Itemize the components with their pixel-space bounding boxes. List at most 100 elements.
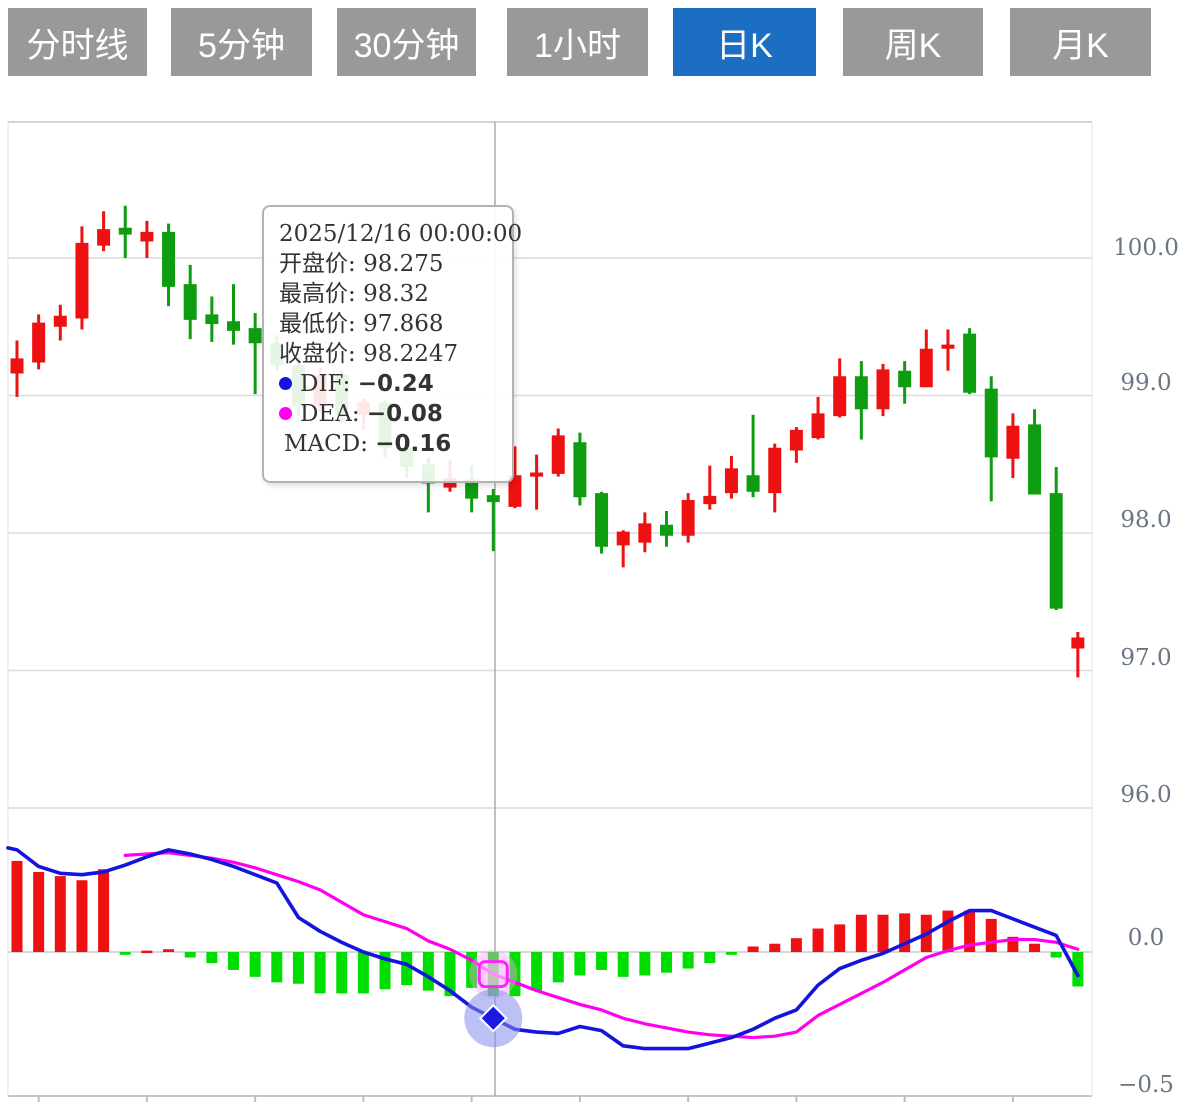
candle-body[interactable]	[660, 524, 673, 536]
macd-hist-bar[interactable]	[76, 880, 88, 952]
dea-selected-marker[interactable]	[477, 960, 509, 989]
macd-hist-bar[interactable]	[790, 938, 802, 952]
macd-hist-bar[interactable]	[292, 952, 304, 984]
macd-hist-bar[interactable]	[271, 952, 283, 983]
macd-hist-bar[interactable]	[1072, 952, 1084, 987]
macd-hist-bar[interactable]	[1029, 943, 1041, 952]
macd-hist-bar[interactable]	[357, 952, 369, 994]
candle-body[interactable]	[486, 495, 500, 503]
candle-body[interactable]	[724, 468, 738, 494]
candle-wick[interactable]	[535, 454, 539, 510]
tab-daily-k[interactable]: 日K	[673, 8, 816, 76]
candle-body[interactable]	[1006, 425, 1020, 459]
candle-wick[interactable]	[946, 329, 950, 371]
tab-5min[interactable]: 5分钟	[171, 8, 312, 76]
macd-hist-bar[interactable]	[163, 949, 175, 952]
candle-wick[interactable]	[621, 530, 625, 568]
macd-hist-bar[interactable]	[33, 871, 45, 952]
macd-hist-bar[interactable]	[379, 952, 391, 990]
candle-body[interactable]	[833, 376, 847, 417]
macd-hist-bar[interactable]	[466, 952, 478, 988]
tab-weekly-k[interactable]: 周K	[843, 8, 983, 76]
candle-wick[interactable]	[751, 414, 755, 498]
macd-hist-bar[interactable]	[899, 913, 911, 952]
candle-body[interactable]	[97, 229, 111, 246]
candle-body[interactable]	[573, 442, 587, 498]
macd-hist-bar[interactable]	[682, 952, 694, 969]
candle-body[interactable]	[1071, 637, 1085, 649]
macd-hist-bar[interactable]	[552, 952, 564, 983]
candle-wick[interactable]	[1076, 632, 1080, 678]
macd-hist-bar[interactable]	[769, 943, 781, 952]
macd-hist-bar[interactable]	[834, 924, 846, 952]
candle-body[interactable]	[508, 475, 522, 507]
candle-body[interactable]	[789, 429, 803, 451]
candle-body[interactable]	[811, 413, 825, 439]
macd-hist-bar[interactable]	[1050, 952, 1062, 958]
tab-30min[interactable]: 30分钟	[337, 8, 476, 76]
macd-hist-bar[interactable]	[617, 952, 629, 977]
candle-body[interactable]	[118, 227, 132, 235]
macd-hist-bar[interactable]	[661, 952, 672, 973]
candle-wick[interactable]	[708, 465, 712, 510]
candle-wick[interactable]	[253, 313, 257, 395]
macd-hist-bar[interactable]	[574, 952, 586, 976]
tab-timeline[interactable]: 分时线	[8, 8, 147, 76]
dif-selected-marker[interactable]	[478, 1003, 508, 1033]
candle-body[interactable]	[746, 475, 760, 492]
macd-hist-bar[interactable]	[531, 952, 543, 991]
macd-hist-bar[interactable]	[1007, 936, 1019, 952]
candle-body[interactable]	[530, 472, 544, 477]
macd-hist-bar[interactable]	[855, 914, 867, 952]
macd-hist-bar[interactable]	[942, 910, 954, 952]
candle-body[interactable]	[140, 231, 154, 242]
macd-hist-bar[interactable]	[11, 860, 23, 952]
tab-1hour[interactable]: 1小时	[507, 8, 648, 76]
macd-hist-bar[interactable]	[444, 952, 456, 997]
macd-hist-bar[interactable]	[596, 952, 608, 970]
macd-hist-bar[interactable]	[877, 914, 889, 952]
macd-hist-bar[interactable]	[141, 950, 153, 954]
macd-hist-bar[interactable]	[985, 918, 997, 952]
macd-hist-bar[interactable]	[184, 952, 196, 958]
macd-hist-bar[interactable]	[314, 952, 326, 994]
tab-monthly-k[interactable]: 月K	[1010, 8, 1151, 76]
macd-hist-bar[interactable]	[704, 952, 716, 964]
candle-wick[interactable]	[426, 457, 430, 513]
macd-hist-bar[interactable]	[336, 952, 348, 994]
candle-body[interactable]	[75, 242, 89, 319]
candle-body[interactable]	[53, 315, 67, 327]
macd-hist-bar[interactable]	[249, 952, 261, 977]
candle-body[interactable]	[681, 500, 695, 536]
macd-hist-bar[interactable]	[422, 952, 434, 991]
candle-body[interactable]	[551, 435, 565, 474]
candle-wick[interactable]	[491, 489, 495, 552]
candle-body[interactable]	[963, 333, 977, 393]
candle-body[interactable]	[703, 495, 717, 505]
macd-hist-bar[interactable]	[98, 869, 110, 952]
candle-body[interactable]	[768, 447, 782, 494]
macd-hist-bar[interactable]	[54, 876, 66, 952]
candle-body[interactable]	[941, 344, 955, 349]
candle-body[interactable]	[1028, 424, 1042, 495]
macd-hist-bar[interactable]	[228, 952, 239, 970]
macd-hist-bar[interactable]	[401, 952, 413, 986]
candle-body[interactable]	[248, 328, 262, 344]
candle-body[interactable]	[162, 231, 176, 287]
macd-hist-bar[interactable]	[119, 952, 131, 955]
candle-body[interactable]	[898, 370, 912, 388]
macd-hist-bar[interactable]	[812, 928, 824, 952]
candle-body[interactable]	[32, 322, 46, 363]
macd-hist-bar[interactable]	[725, 952, 737, 955]
candle-body[interactable]	[638, 523, 652, 543]
candle-body[interactable]	[227, 321, 240, 331]
macd-hist-bar[interactable]	[964, 910, 976, 952]
candle-wick[interactable]	[232, 284, 235, 345]
candle-body[interactable]	[10, 358, 24, 374]
candle-body[interactable]	[876, 369, 890, 410]
candle-body[interactable]	[919, 348, 933, 388]
macd-hist-bar[interactable]	[747, 946, 759, 952]
candle-body[interactable]	[984, 388, 998, 458]
macd-hist-bar[interactable]	[509, 952, 521, 997]
